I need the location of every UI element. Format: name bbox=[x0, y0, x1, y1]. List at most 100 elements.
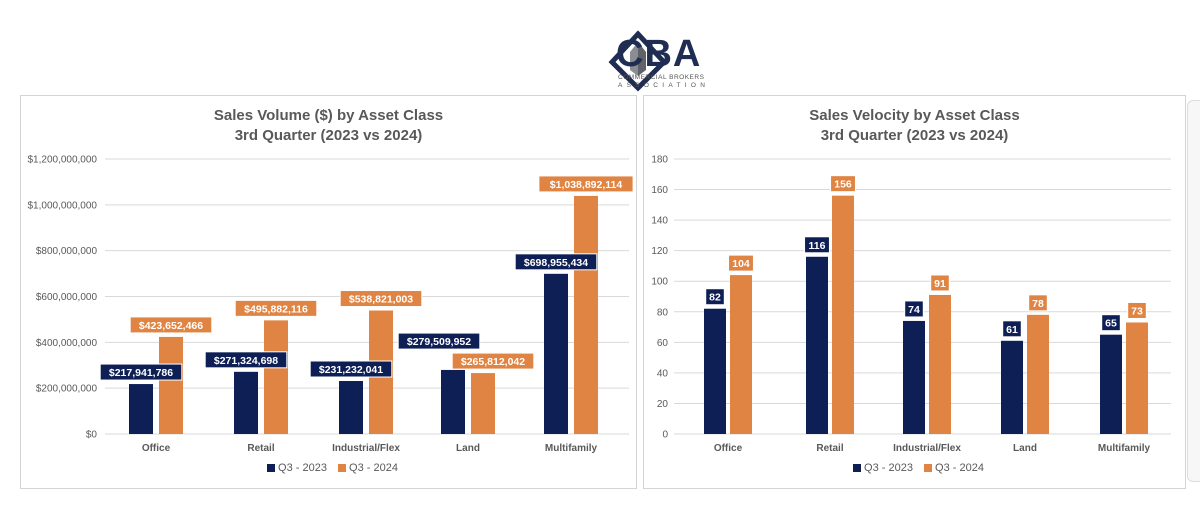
bar-2024 bbox=[574, 195, 598, 434]
data-label: 116 bbox=[804, 236, 830, 254]
bar-2023 bbox=[234, 371, 258, 434]
data-label-text: $495,882,116 bbox=[244, 303, 308, 315]
data-label-text: $271,324,698 bbox=[214, 355, 278, 367]
data-label: $271,324,698 bbox=[204, 351, 288, 369]
data-label-text: $265,812,042 bbox=[461, 356, 525, 368]
y-tick-label: $600,000,000 bbox=[36, 292, 98, 303]
data-label-box bbox=[728, 254, 754, 272]
y-tick-label: 40 bbox=[657, 368, 669, 379]
bar-2024 bbox=[264, 320, 288, 434]
data-label: $538,821,003 bbox=[339, 290, 423, 308]
data-label: $423,652,466 bbox=[129, 316, 213, 334]
chart-title: Sales Volume ($) by Asset Class bbox=[213, 107, 444, 124]
y-tick-label: 60 bbox=[657, 338, 669, 349]
data-label: 78 bbox=[1028, 294, 1048, 312]
data-label-text: 82 bbox=[709, 292, 721, 304]
data-label: 104 bbox=[728, 254, 754, 272]
data-label-box bbox=[1127, 301, 1147, 319]
data-label-text: 91 bbox=[934, 278, 946, 290]
data-label-text: 78 bbox=[1032, 298, 1044, 310]
y-tick-label: $0 bbox=[86, 430, 98, 441]
data-label: 91 bbox=[930, 274, 950, 292]
chart-legend: Q3 - 2023 Q3 - 2024 bbox=[644, 462, 1185, 474]
bar-2023 bbox=[1001, 340, 1023, 434]
bar-2023 bbox=[544, 273, 568, 434]
bar-2023 bbox=[903, 320, 925, 434]
data-label-box bbox=[1002, 320, 1022, 338]
y-tick-label: 100 bbox=[651, 277, 668, 288]
data-label-text: 156 bbox=[834, 179, 852, 191]
data-label: 61 bbox=[1002, 320, 1022, 338]
data-label: 82 bbox=[705, 288, 725, 306]
data-label: 73 bbox=[1127, 301, 1147, 319]
data-label-text: $423,652,466 bbox=[139, 320, 203, 332]
y-tick-label: 20 bbox=[657, 399, 669, 410]
data-label-box bbox=[129, 316, 213, 334]
data-label-box bbox=[204, 351, 288, 369]
chart-plot: $0 $200,000,000 $400,000,000 $600,000,000 $8… bbox=[27, 155, 634, 454]
chart-title: Sales Velocity by Asset Class bbox=[809, 107, 1020, 124]
data-label: 74 bbox=[904, 300, 924, 318]
data-label-box bbox=[830, 175, 856, 193]
data-label: $1,038,892,114 bbox=[538, 175, 634, 193]
bar-2023 bbox=[441, 369, 465, 434]
x-tick-label: Retail bbox=[247, 443, 274, 454]
bar-2024 bbox=[159, 336, 183, 434]
logo-text: CBA bbox=[616, 33, 702, 75]
bar-2023 bbox=[1100, 334, 1122, 434]
y-tick-label: $800,000,000 bbox=[36, 246, 98, 257]
data-label: $231,232,041 bbox=[309, 360, 393, 378]
bar-2024 bbox=[730, 275, 752, 434]
data-label-text: 65 bbox=[1105, 318, 1117, 330]
x-tick-label: Industrial/Flex bbox=[332, 443, 400, 454]
y-tick-label: $1,000,000,000 bbox=[27, 200, 97, 211]
data-label-box bbox=[705, 288, 725, 306]
y-tick-label: 180 bbox=[651, 155, 668, 166]
bar-2023 bbox=[339, 381, 363, 434]
x-tick-label: Retail bbox=[816, 443, 843, 454]
data-label-box bbox=[514, 253, 598, 271]
data-label: $265,812,042 bbox=[451, 352, 535, 370]
data-label: $217,941,786 bbox=[99, 363, 183, 381]
y-tick-label: $400,000,000 bbox=[36, 338, 98, 349]
legend-swatch-2024 bbox=[924, 464, 933, 472]
legend-label: Q3 - 2024 bbox=[935, 462, 984, 474]
data-label-box bbox=[804, 236, 830, 254]
data-label-text: 74 bbox=[908, 304, 920, 316]
data-label: $279,509,952 bbox=[397, 332, 481, 350]
x-tick-label: Office bbox=[142, 443, 171, 454]
data-label-text: $231,232,041 bbox=[319, 364, 383, 376]
legend-label: Q3 - 2023 bbox=[864, 462, 913, 474]
data-label-text: 73 bbox=[1131, 305, 1143, 317]
bar-2024 bbox=[832, 195, 854, 434]
data-label-text: $1,038,892,114 bbox=[550, 179, 623, 191]
x-tick-label: Multifamily bbox=[1098, 443, 1151, 454]
data-label-box bbox=[234, 299, 318, 317]
logo-subtitle-2: ASSOCIATION bbox=[618, 82, 710, 89]
data-label-text: 116 bbox=[809, 240, 826, 252]
data-label-box bbox=[397, 332, 481, 350]
data-label-box bbox=[904, 300, 924, 318]
bar-2024 bbox=[1027, 314, 1049, 434]
y-tick-label: $1,200,000,000 bbox=[27, 155, 97, 166]
data-label-box bbox=[538, 175, 634, 193]
y-tick-label: $200,000,000 bbox=[36, 384, 98, 395]
logo-subtitle: COMMERCIAL BROKERS bbox=[618, 74, 705, 81]
data-label-box bbox=[1028, 294, 1048, 312]
x-tick-label: Office bbox=[714, 443, 743, 454]
sales-velocity-chart: Sales Velocity by Asset Class 3rd Quarte… bbox=[643, 95, 1186, 489]
x-tick-label: Multifamily bbox=[545, 443, 598, 454]
y-tick-label: 140 bbox=[651, 216, 668, 227]
bar-2024 bbox=[471, 373, 495, 434]
data-label-text: $217,941,786 bbox=[109, 367, 173, 379]
side-panel-edge bbox=[1187, 100, 1200, 482]
y-tick-label: 0 bbox=[662, 430, 668, 441]
x-tick-label: Land bbox=[456, 443, 480, 454]
chart-plot: 0 20 40 60 80 100 120 140 160 180 Office 82 104 Retai… bbox=[651, 155, 1171, 454]
x-tick-label: Industrial/Flex bbox=[893, 443, 961, 454]
data-label-box bbox=[1101, 314, 1121, 332]
data-label: $698,955,434 bbox=[514, 253, 598, 271]
cba-logo-icon bbox=[608, 30, 668, 92]
data-label: $495,882,116 bbox=[234, 299, 318, 317]
legend-label: Q3 - 2023 bbox=[278, 462, 327, 474]
